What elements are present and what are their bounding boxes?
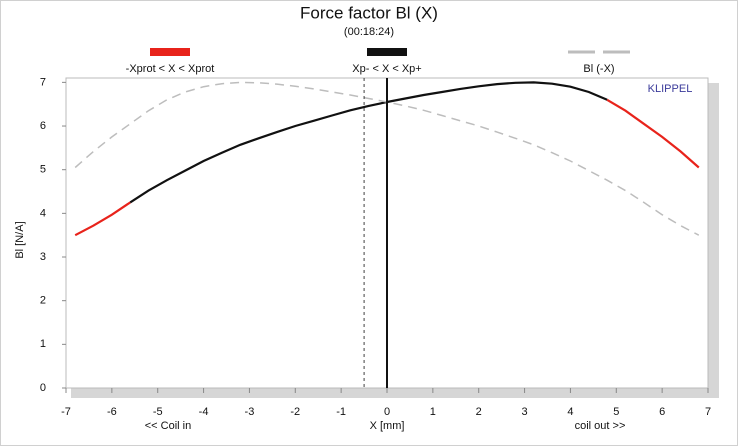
y-tick-label: 5 xyxy=(40,164,46,176)
x-tick-label: 5 xyxy=(613,406,619,418)
legend-label: Bl (-X) xyxy=(583,63,614,75)
annotation: << Coil in xyxy=(145,420,191,432)
x-tick-label: -3 xyxy=(245,406,255,418)
y-tick-label: 0 xyxy=(40,382,46,394)
chart-subtitle: (00:18:24) xyxy=(344,26,394,38)
series-line xyxy=(129,81,608,204)
annotation: coil out >> xyxy=(575,420,626,432)
y-axis-label: Bl [N/A] xyxy=(14,221,26,258)
x-tick-label: 4 xyxy=(567,406,573,418)
x-tick-label: 6 xyxy=(659,406,665,418)
x-tick-label: 0 xyxy=(384,406,390,418)
y-tick-label: 6 xyxy=(40,120,46,132)
x-tick-label: 2 xyxy=(476,406,482,418)
y-tick-label: 3 xyxy=(40,251,46,263)
x-tick-label: -4 xyxy=(199,406,209,418)
y-tick-label: 2 xyxy=(40,295,46,307)
x-tick-label: 1 xyxy=(430,406,436,418)
chart-title: Force factor Bl (X) xyxy=(300,3,438,22)
legend-label: Xp- < X < Xp+ xyxy=(352,63,421,75)
y-tick-label: 7 xyxy=(40,76,46,88)
x-axis-label: X [mm] xyxy=(370,420,405,432)
x-tick-label: 7 xyxy=(705,406,711,418)
series-line xyxy=(74,98,700,237)
x-tick-label: -7 xyxy=(61,406,71,418)
y-tick-label: 4 xyxy=(40,207,46,219)
y-tick-label: 1 xyxy=(40,338,46,350)
x-tick-label: -2 xyxy=(290,406,300,418)
legend-label: -Xprot < X < Xprot xyxy=(126,63,215,75)
x-tick-label: -5 xyxy=(153,406,163,418)
x-tick-label: -1 xyxy=(336,406,346,418)
legend-swatch xyxy=(150,48,190,56)
annotation: KLIPPEL xyxy=(648,83,693,95)
x-tick-label: 3 xyxy=(522,406,528,418)
legend-swatch xyxy=(367,48,407,56)
x-tick-label: -6 xyxy=(107,406,117,418)
